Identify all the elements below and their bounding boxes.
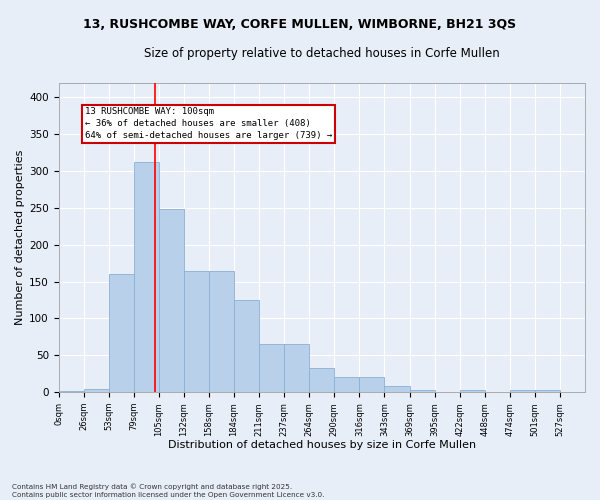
Text: 13 RUSHCOMBE WAY: 100sqm
← 36% of detached houses are smaller (408)
64% of semi-: 13 RUSHCOMBE WAY: 100sqm ← 36% of detach…: [85, 108, 332, 140]
Bar: [259, 344, 284, 392]
Bar: [109, 274, 134, 392]
Text: Contains HM Land Registry data © Crown copyright and database right 2025.
Contai: Contains HM Land Registry data © Crown c…: [12, 484, 325, 498]
Bar: [184, 270, 209, 392]
X-axis label: Distribution of detached houses by size in Corfe Mullen: Distribution of detached houses by size …: [168, 440, 476, 450]
Bar: [234, 300, 259, 392]
Bar: [535, 390, 560, 392]
Bar: [59, 391, 84, 392]
Bar: [284, 344, 309, 392]
Bar: [309, 368, 334, 392]
Bar: [510, 390, 535, 392]
Y-axis label: Number of detached properties: Number of detached properties: [15, 150, 25, 325]
Bar: [385, 386, 410, 392]
Bar: [410, 390, 434, 392]
Title: Size of property relative to detached houses in Corfe Mullen: Size of property relative to detached ho…: [144, 48, 500, 60]
Bar: [159, 210, 184, 392]
Bar: [359, 378, 385, 392]
Bar: [209, 270, 234, 392]
Bar: [460, 390, 485, 392]
Bar: [84, 388, 109, 392]
Bar: [134, 162, 159, 392]
Text: 13, RUSHCOMBE WAY, CORFE MULLEN, WIMBORNE, BH21 3QS: 13, RUSHCOMBE WAY, CORFE MULLEN, WIMBORN…: [83, 18, 517, 30]
Bar: [334, 378, 359, 392]
